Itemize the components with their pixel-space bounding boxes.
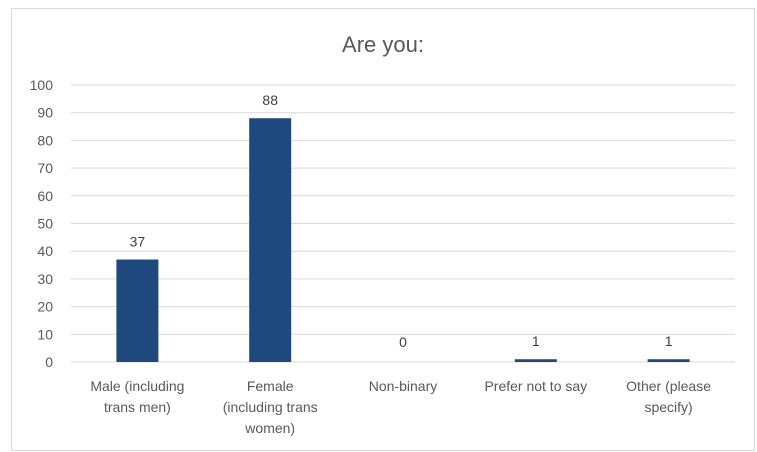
x-category-label: Female (including trans women)	[223, 378, 318, 436]
y-tick-label: 30	[37, 271, 53, 287]
data-labels: 37 88 0 1 1	[130, 92, 673, 350]
y-tick-label: 80	[37, 132, 53, 148]
data-label: 37	[130, 234, 146, 250]
bar	[116, 259, 159, 362]
y-tick-label: 100	[30, 77, 54, 93]
gridlines	[71, 84, 735, 363]
y-axis-ticks: 0 10 20 30 40 50 60 70 80 90 100	[30, 77, 54, 370]
y-tick-label: 50	[37, 216, 53, 232]
y-tick-label: 20	[37, 299, 53, 315]
y-tick-label: 10	[37, 326, 53, 342]
y-tick-label: 70	[37, 160, 53, 176]
data-label: 88	[262, 92, 278, 108]
bar	[249, 118, 292, 363]
bar	[514, 359, 557, 362]
x-category-label: Other (please specify)	[626, 378, 711, 415]
data-label: 1	[532, 333, 540, 349]
data-label: 0	[399, 334, 407, 350]
x-category-label: Non-binary	[369, 378, 437, 394]
y-tick-label: 40	[37, 243, 53, 259]
x-axis-categories: Male (including trans men) Female (includin…	[90, 378, 711, 436]
bar	[647, 359, 690, 362]
y-tick-label: 60	[37, 188, 53, 204]
chart-title: Are you:	[342, 32, 424, 57]
y-tick-label: 90	[37, 105, 53, 121]
x-category-label: Prefer not to say	[484, 378, 587, 394]
chart-frame	[11, 8, 755, 451]
x-category-label: Male (including trans men)	[90, 378, 184, 415]
bars	[116, 118, 690, 363]
data-label: 1	[665, 333, 673, 349]
y-tick-label: 0	[45, 354, 53, 370]
